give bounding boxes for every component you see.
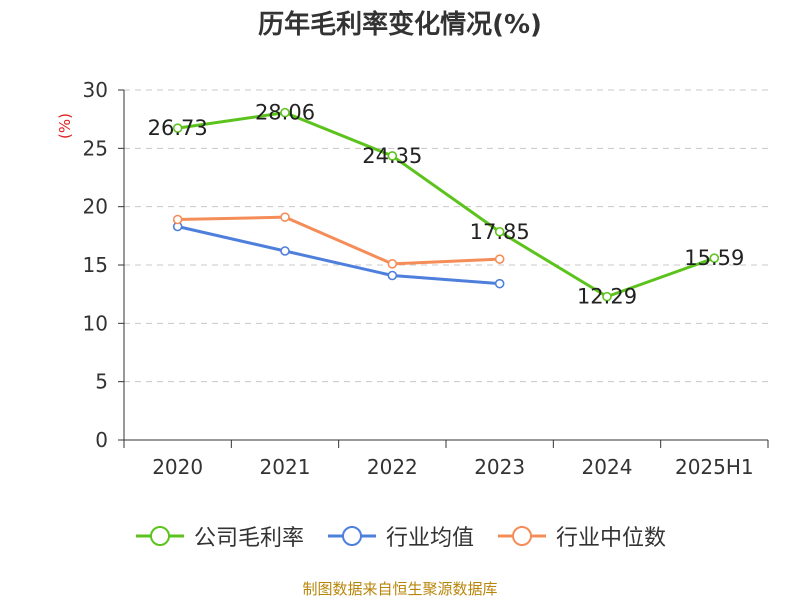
y-tick-label: 0 [95, 428, 108, 452]
legend-circle [149, 526, 170, 546]
y-axis-label: (%) [56, 113, 74, 139]
data-point [280, 107, 290, 118]
data-point [494, 226, 505, 237]
series-line [177, 225, 500, 286]
legend-label: 公司毛利率 [193, 526, 304, 551]
y-tick-label: 25 [83, 136, 108, 160]
legend-marker [135, 526, 184, 546]
y-tick-label: 30 [83, 78, 108, 102]
data-point [494, 254, 505, 264]
data-label: 12.29 [577, 285, 637, 309]
x-tick-label: 2022 [367, 455, 418, 479]
data-point [602, 291, 612, 302]
legend-label: 行业中位数 [556, 526, 667, 551]
x-tick-label: 2024 [582, 455, 633, 479]
series-line [177, 215, 500, 266]
data-label: 17.85 [470, 220, 530, 244]
y-tick-label: 15 [83, 253, 108, 277]
data-point [387, 270, 398, 281]
data-point [387, 151, 398, 161]
legend-item[interactable]: 公司毛利率 [134, 520, 304, 552]
x-tick-label: 2021 [260, 455, 311, 479]
chart-title: 历年毛利率变化情况(%) [258, 10, 542, 40]
legend-circle [512, 526, 532, 546]
data-point [280, 212, 290, 222]
legend: 公司毛利率 行业均值 行业中位数 [0, 520, 800, 552]
data-point [494, 278, 505, 289]
data-label: 24.35 [362, 144, 422, 168]
legend-marker [498, 526, 546, 546]
x-tick-label: 2020 [152, 455, 203, 479]
source-note: 制图数据来自恒生聚源数据库 [302, 580, 498, 598]
data-point [172, 214, 183, 225]
y-tick-label: 20 [83, 195, 108, 219]
x-tick-label: 2025H1 [675, 455, 754, 479]
data-label: 15.59 [684, 246, 744, 270]
legend-item[interactable]: 行业中位数 [496, 520, 666, 552]
legend-marker [327, 526, 376, 546]
legend-circle [341, 526, 362, 546]
series-line [177, 111, 715, 299]
data-point [172, 123, 183, 133]
legend-item[interactable]: 行业均值 [326, 520, 474, 552]
x-tick-label: 2023 [474, 455, 525, 479]
y-tick-label: 10 [83, 311, 108, 335]
data-label: 26.73 [148, 116, 208, 140]
data-label: 28.06 [255, 101, 315, 125]
data-point [280, 246, 290, 256]
legend-label: 行业均值 [385, 526, 474, 551]
y-tick-label: 5 [95, 370, 108, 394]
data-point [709, 253, 720, 263]
data-point [387, 259, 398, 269]
